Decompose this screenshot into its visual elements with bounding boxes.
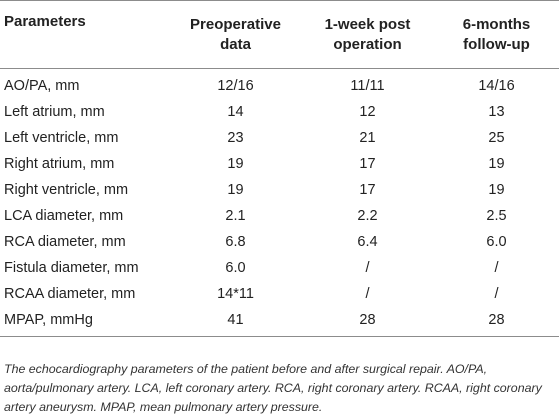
parameter-label: RCA diameter, mm xyxy=(4,234,126,250)
parameter-value: 19 xyxy=(227,156,244,172)
parameter-value: 41 xyxy=(170,307,301,337)
parameter-value: 17 xyxy=(359,182,376,198)
parameter-value: 28 xyxy=(301,307,434,337)
parameter-value: 2.5 xyxy=(486,208,507,224)
parameter-value: 6.4 xyxy=(357,234,378,250)
parameter-label: Right atrium, mm xyxy=(4,156,115,172)
parameter-label: Left ventricle, mm xyxy=(4,130,119,146)
parameter-value: 6.8 xyxy=(225,234,246,250)
parameter-label: Fistula diameter, mm xyxy=(4,260,139,276)
parameter-value: 12/16 xyxy=(217,78,254,94)
column-header-6-months: 6-months follow-up xyxy=(434,0,559,69)
parameter-value: 11/11 xyxy=(350,78,385,94)
parameter-value: / xyxy=(494,286,499,302)
parameter-value: / xyxy=(494,260,499,276)
column-header-preoperative-text: Preoperative data xyxy=(190,15,281,53)
column-header-preoperative: Preoperative data xyxy=(170,0,301,69)
table-caption: The echocardiography parameters of the p… xyxy=(4,362,542,414)
table-row: Left atrium, mm 14 12 13 xyxy=(0,99,559,125)
column-header-1-week-post-text: 1-week post operation xyxy=(324,15,411,53)
table-row: Fistula diameter, mm 6.0 / / xyxy=(0,255,559,281)
table-header-row: Parameters Preoperative data 1-week post o… xyxy=(0,0,559,69)
table-body: AO/PA, mm 12/16 11/11 14/16 Left atrium, mm 1… xyxy=(0,69,559,337)
parameter-label: AO/PA, mm xyxy=(4,78,80,94)
table-row: Right atrium, mm 19 17 19 xyxy=(0,151,559,177)
parameter-value: 14*11 xyxy=(217,286,254,302)
column-header-parameters: Parameters xyxy=(0,0,170,69)
parameter-label: MPAP, mmHg xyxy=(0,307,170,337)
echocardiography-table: Parameters Preoperative data 1-week post o… xyxy=(0,0,559,337)
table-row: AO/PA, mm 12/16 11/11 14/16 xyxy=(0,69,559,100)
column-header-6-months-text: 6-months follow-up xyxy=(462,15,531,53)
parameter-value: 19 xyxy=(227,182,244,198)
parameter-label: RCAA diameter, mm xyxy=(4,286,136,302)
parameter-value: 6.0 xyxy=(225,260,246,276)
parameter-value: 21 xyxy=(359,130,376,146)
table-row: RCAA diameter, mm 14*11 / / xyxy=(0,281,559,307)
parameter-value: 25 xyxy=(488,130,505,146)
parameter-value: 17 xyxy=(359,156,376,172)
table-row: Right ventricle, mm 19 17 19 xyxy=(0,177,559,203)
parameter-value: 19 xyxy=(488,182,505,198)
parameter-value: 2.2 xyxy=(357,208,378,224)
parameter-value: 14/16 xyxy=(478,78,515,94)
parameter-value: 2.1 xyxy=(225,208,246,224)
table-row: Left ventricle, mm 23 21 25 xyxy=(0,125,559,151)
column-header-1-week-post: 1-week post operation xyxy=(301,0,434,69)
table-row: LCA diameter, mm 2.1 2.2 2.5 xyxy=(0,203,559,229)
table-row: RCA diameter, mm 6.8 6.4 6.0 xyxy=(0,229,559,255)
parameter-value: 19 xyxy=(488,156,505,172)
parameter-value: 14 xyxy=(227,104,244,120)
parameter-label: LCA diameter, mm xyxy=(4,208,124,224)
parameter-value: 23 xyxy=(227,130,244,146)
parameter-value: 13 xyxy=(488,104,505,120)
parameter-value: / xyxy=(365,260,370,276)
parameter-label: Left atrium, mm xyxy=(4,104,105,120)
parameter-value: 28 xyxy=(434,307,559,337)
parameter-value: / xyxy=(365,286,370,302)
table-row: MPAP, mmHg 41 28 28 xyxy=(0,307,559,337)
parameter-value: 12 xyxy=(359,104,376,120)
parameter-label: Right ventricle, mm xyxy=(4,182,129,198)
parameter-value: 6.0 xyxy=(486,234,507,250)
